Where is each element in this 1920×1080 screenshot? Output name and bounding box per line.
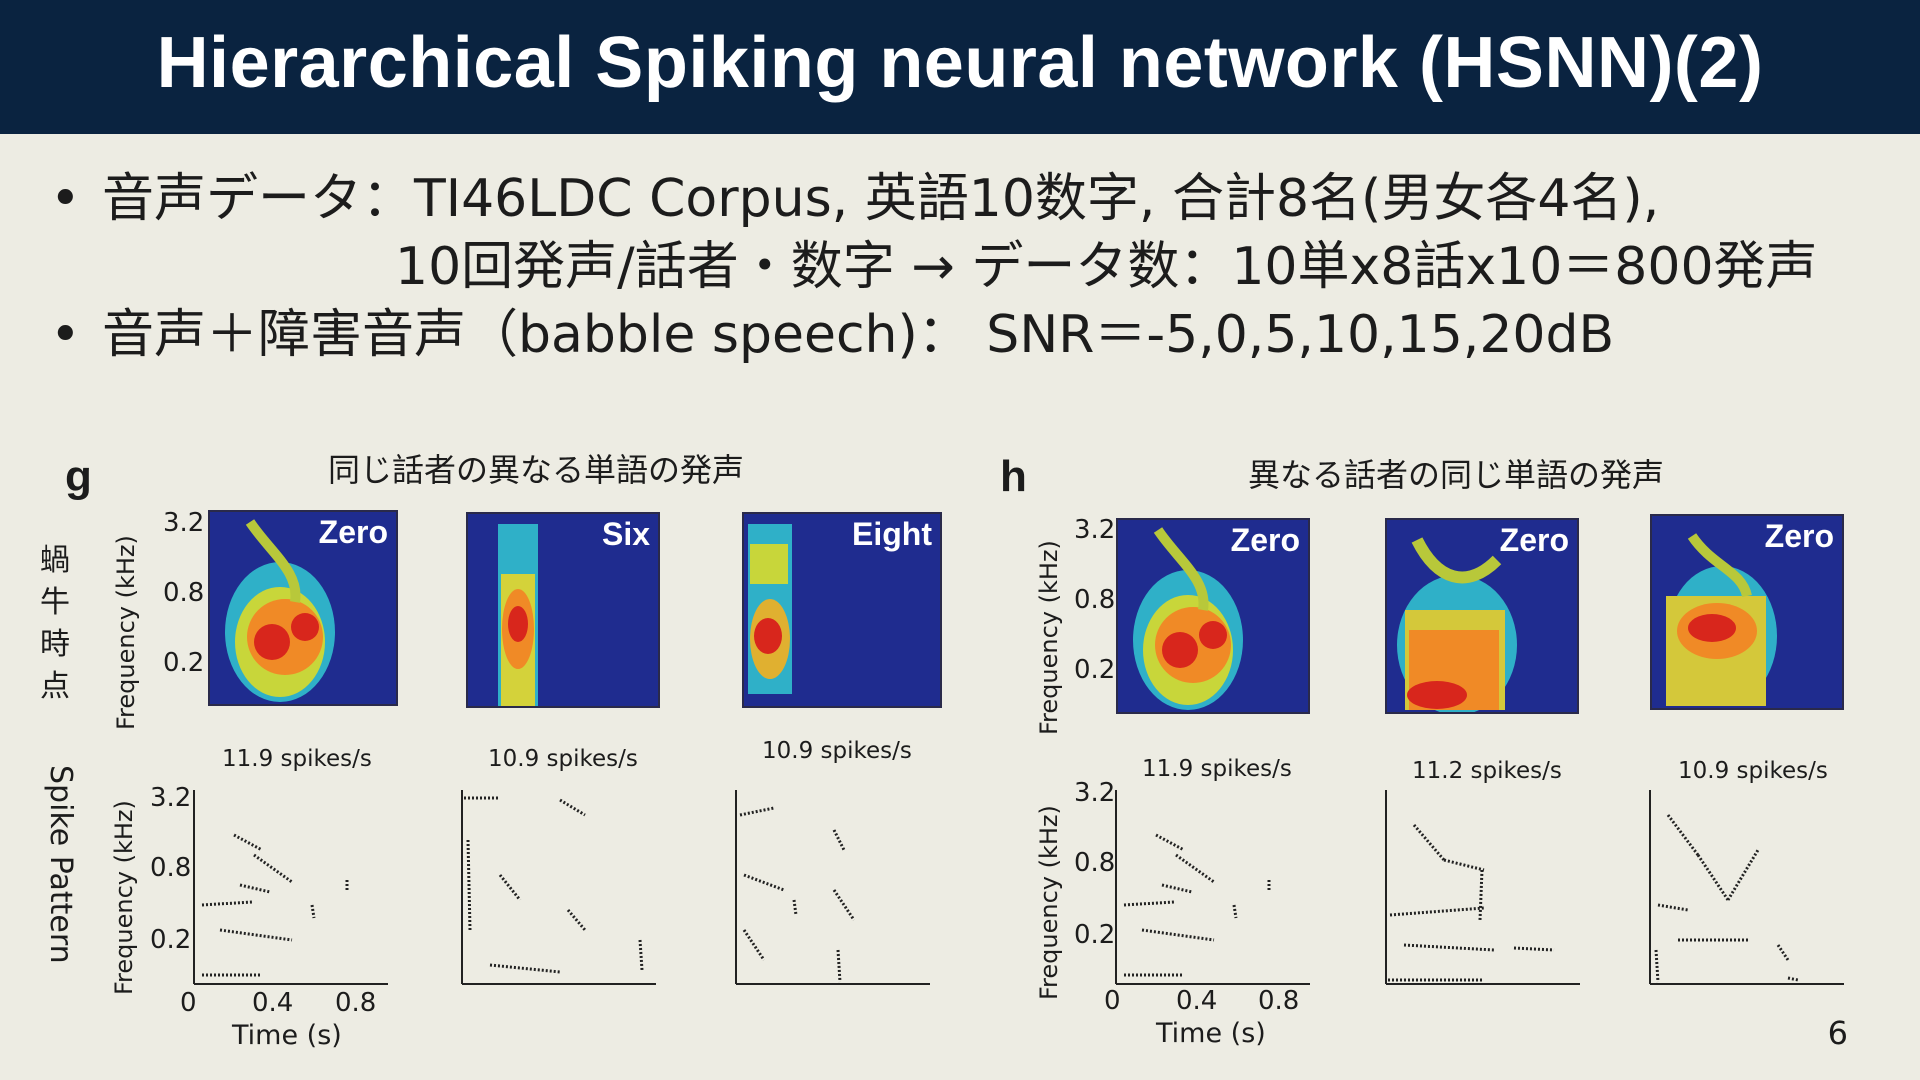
bullet-text: 10回発声/話者・数字 → データ数：10単x8話x10＝800発声 (395, 237, 1818, 297)
ytick: 3.2 (150, 783, 192, 813)
spectrogram-heatmap (1397, 537, 1517, 712)
spike-rate: 10.9 spikes/s (488, 746, 638, 772)
xtick: 0.4 (1176, 986, 1218, 1016)
xtick: 0.8 (335, 988, 377, 1018)
ytick: 0.8 (1074, 848, 1116, 878)
bullet-marker: • (50, 305, 81, 365)
xtick: 0.4 (252, 988, 294, 1018)
row-label-spike: Spike Pattern (43, 765, 78, 964)
spike-raster (1115, 790, 1310, 985)
ytick: 0.2 (1074, 655, 1116, 685)
slide-title: Hierarchical Spiking neural network (HSN… (156, 23, 1764, 103)
spectrogram: Zero (208, 510, 398, 706)
spike-rate: 11.9 spikes/s (222, 746, 372, 772)
spike-raster (735, 790, 930, 985)
spike-raster (193, 790, 388, 985)
spike-rate: 11.2 spikes/s (1412, 758, 1562, 784)
spectrogram-heatmap (225, 519, 335, 702)
ytick: 0.2 (150, 925, 192, 955)
word-label: Six (601, 516, 650, 552)
ytick: 0.2 (163, 648, 205, 678)
word-label: Eight (852, 516, 932, 552)
row-label-cochlear: 蝸牛時点 (40, 543, 70, 704)
panel-g-caption: 同じ話者の異なる単語の発声 (328, 451, 745, 489)
ytick: 3.2 (1074, 515, 1116, 545)
xlabel: Time (s) (232, 1020, 342, 1051)
word-label: Zero (1499, 522, 1569, 558)
spike-rate: 11.9 spikes/s (1142, 756, 1292, 782)
page-number: 6 (1827, 1014, 1848, 1052)
ytick: 3.2 (1074, 778, 1116, 808)
spike-rate: 10.9 spikes/s (1678, 758, 1828, 784)
spectrogram: Zero (1116, 518, 1310, 714)
word-label: Zero (318, 514, 388, 550)
title-bar: Hierarchical Spiking neural network (HSN… (0, 0, 1920, 134)
spike-raster (1649, 790, 1844, 985)
bullet-text: 音声＋障害音声（babble speech)： SNR＝-5,0,5,10,15… (102, 305, 1615, 365)
spectrogram-figure: 蝸牛時点 Spike Pattern g 同じ話者の異なる単語の発声 Frequ… (0, 430, 1920, 1080)
panel-g-spec-ylabel: Frequency (kHz) (112, 535, 140, 730)
xtick: 0 (180, 988, 197, 1018)
ytick: 0.8 (163, 578, 205, 608)
spectrogram-heatmap (1133, 527, 1243, 710)
ytick: 0.8 (150, 853, 192, 883)
xtick: 0.8 (1258, 986, 1300, 1016)
panel-h-caption: 異なる話者の同じ単語の発声 (1248, 456, 1665, 494)
spectrogram: Zero (1650, 514, 1844, 710)
bullet-text: 音声データ：TI46LDC Corpus, 英語10数字, 合計8名(男女各4名… (102, 169, 1660, 229)
spectrogram-heatmap (498, 524, 538, 706)
panel-g-raster-ylabel: Frequency (kHz) (110, 800, 138, 995)
spectrogram-heatmap (748, 524, 792, 694)
ytick: 0.2 (1074, 920, 1116, 950)
xlabel: Time (s) (1156, 1018, 1266, 1049)
spike-raster (1385, 790, 1580, 985)
ytick: 3.2 (163, 508, 205, 538)
panel-h-letter: h (1000, 452, 1027, 501)
bullet-marker: • (50, 169, 81, 229)
panel-g-letter: g (65, 452, 92, 501)
ytick: 0.8 (1074, 585, 1116, 615)
spike-raster (461, 790, 656, 985)
spectrogram-heatmap (1666, 533, 1777, 706)
word-label: Zero (1764, 518, 1834, 554)
spectrogram: Eight (742, 512, 942, 708)
word-label: Zero (1230, 522, 1300, 558)
panel-h-spec-ylabel: Frequency (kHz) (1035, 540, 1063, 735)
spectrogram: Zero (1385, 518, 1579, 714)
panel-h-raster-ylabel: Frequency (kHz) (1035, 805, 1063, 1000)
xtick: 0 (1104, 986, 1121, 1016)
spike-rate: 10.9 spikes/s (762, 738, 912, 764)
spectrogram: Six (466, 512, 660, 708)
